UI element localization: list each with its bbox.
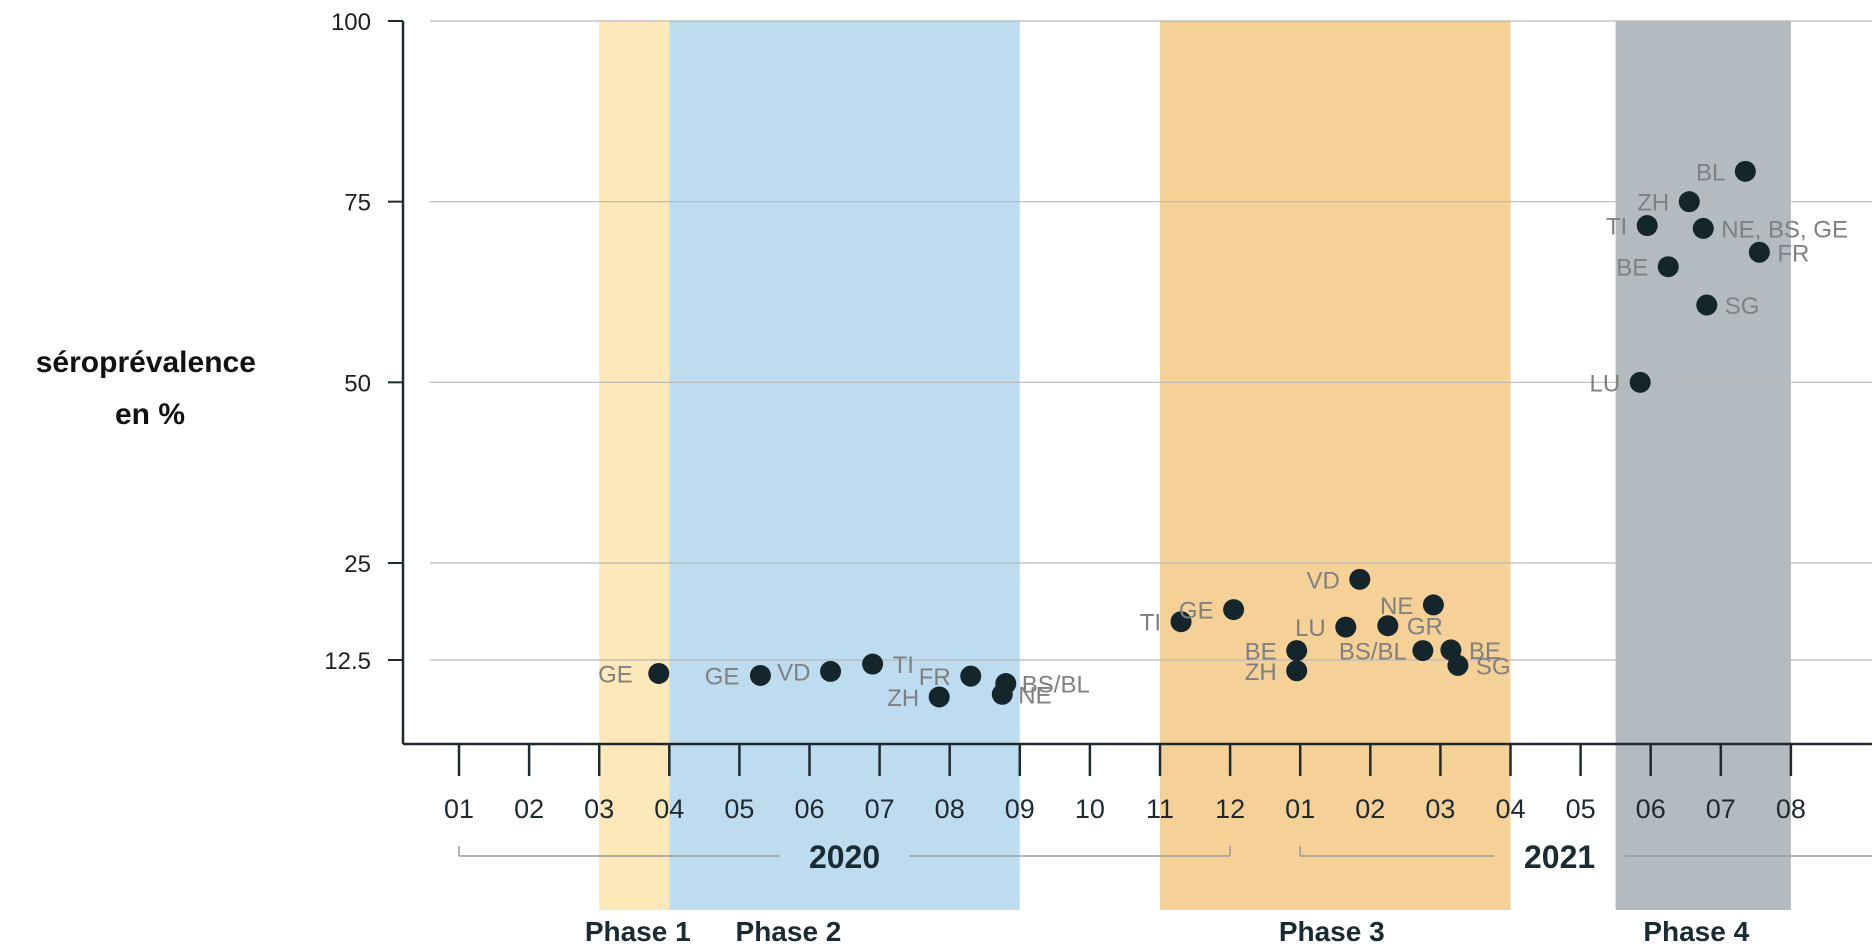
data-point xyxy=(1335,616,1357,638)
data-point xyxy=(1377,615,1399,637)
point-label: BS/BL xyxy=(1022,672,1090,699)
point-label: BS/BL xyxy=(1339,639,1407,666)
y-tick-label: 100 xyxy=(331,9,371,36)
x-tick-label: 05 xyxy=(724,794,754,824)
point-label: GE xyxy=(598,661,633,688)
x-tick-label: 06 xyxy=(794,794,824,824)
point-label: TI xyxy=(1140,610,1161,637)
y-gridlines xyxy=(388,20,1872,661)
point-label: TI xyxy=(893,652,914,679)
phase-band-1 xyxy=(599,21,670,910)
data-point xyxy=(1748,241,1770,263)
x-tick-labels: 01 02 03 04 05 06 07 08 09 10 11 12 01 02 03 04 05 06 07 08 xyxy=(444,744,1806,824)
x-tick-label: 02 xyxy=(514,794,544,824)
x-tick-label: 04 xyxy=(1495,794,1525,824)
data-point xyxy=(648,662,670,684)
data-point xyxy=(991,683,1013,705)
point-label: GE xyxy=(1179,598,1214,625)
x-tick-label: 07 xyxy=(1706,794,1736,824)
data-point xyxy=(1678,191,1700,213)
phase-label-1: Phase 1 xyxy=(585,916,691,947)
phase-bands xyxy=(599,21,1791,910)
data-point xyxy=(1170,611,1192,633)
y-axis-label-line2: en % xyxy=(115,398,185,431)
data-point xyxy=(1447,654,1469,676)
x-tick-label: 06 xyxy=(1636,794,1666,824)
y-axis-label-line1: séroprévalence xyxy=(36,346,256,379)
point-label: VD xyxy=(777,659,810,686)
x-tick-label: 09 xyxy=(1005,794,1035,824)
point-label: BE xyxy=(1616,255,1648,282)
phase-band-2 xyxy=(669,21,1020,910)
point-label: BE xyxy=(1245,639,1277,666)
data-point xyxy=(1657,256,1679,278)
phase-label-2: Phase 2 xyxy=(736,916,842,947)
data-point xyxy=(820,660,842,682)
data-point xyxy=(1286,660,1308,682)
x-tick-label: 08 xyxy=(1776,794,1806,824)
point-label: GE xyxy=(705,663,740,690)
x-tick-label: 04 xyxy=(654,794,684,824)
x-tick-label: 03 xyxy=(584,794,614,824)
point-label: ZH xyxy=(1637,190,1669,217)
data-point xyxy=(862,653,884,675)
point-label: TI xyxy=(1606,214,1627,241)
x-tick-label: 01 xyxy=(444,794,474,824)
x-tick-label: 10 xyxy=(1075,794,1105,824)
data-point xyxy=(928,686,950,708)
data-point xyxy=(960,665,982,687)
axes xyxy=(401,21,1872,746)
y-tick-label: 25 xyxy=(344,551,371,578)
y-tick-labels: 12.5 25 50 75 100 xyxy=(324,9,371,675)
data-point xyxy=(1412,640,1434,662)
data-point xyxy=(1636,215,1658,237)
point-label: VD xyxy=(1306,567,1339,594)
x-tick-label: 01 xyxy=(1285,794,1315,824)
point-label: SG xyxy=(1725,293,1760,320)
point-label: ZH xyxy=(1245,659,1277,686)
y-tick-label: 50 xyxy=(344,370,371,397)
x-tick-label: 11 xyxy=(1146,794,1174,824)
phase-labels: Phase 1 Phase 2 Phase 3 Phase 4 xyxy=(585,916,1750,947)
point-label: LU xyxy=(1295,615,1326,642)
y-axis-label: séroprévalence en % xyxy=(36,346,264,431)
data-point xyxy=(1422,594,1444,616)
point-label: SG xyxy=(1476,653,1511,680)
year-brackets: 2020 2021 xyxy=(458,839,1872,875)
point-label: BE xyxy=(1469,638,1501,665)
point-label: FR xyxy=(1777,240,1809,267)
data-point xyxy=(749,664,771,686)
data-point xyxy=(1286,640,1308,662)
x-tick-label: 08 xyxy=(935,794,965,824)
x-tick-label: 05 xyxy=(1566,794,1596,824)
x-tick-label: 03 xyxy=(1425,794,1455,824)
x-tick-label: 07 xyxy=(865,794,895,824)
x-tick-label: 12 xyxy=(1215,794,1245,824)
phase-label-3: Phase 3 xyxy=(1279,916,1385,947)
data-point xyxy=(1629,371,1651,393)
point-label: NE xyxy=(1018,682,1051,709)
phase-label-4: Phase 4 xyxy=(1643,916,1749,947)
point-label: NE xyxy=(1380,593,1413,620)
year-label-2021: 2021 xyxy=(1524,839,1595,875)
y-tick-label: 75 xyxy=(344,190,371,217)
point-label: FR xyxy=(919,664,951,691)
data-point xyxy=(1223,599,1245,621)
data-point xyxy=(1349,568,1371,590)
x-tick-label: 02 xyxy=(1355,794,1385,824)
phase-band-4 xyxy=(1615,21,1791,910)
point-label: ZH xyxy=(887,685,919,712)
y-tick-label: 12.5 xyxy=(324,648,371,675)
phase-band-3 xyxy=(1160,21,1511,910)
data-point xyxy=(1696,294,1718,316)
point-label: GR xyxy=(1407,614,1443,641)
data-point xyxy=(1734,160,1756,182)
year-label-2020: 2020 xyxy=(809,839,880,875)
point-label: BL xyxy=(1696,159,1725,186)
data-point xyxy=(1692,217,1714,239)
point-label: NE, BS, GE xyxy=(1721,216,1848,243)
point-label: LU xyxy=(1589,370,1620,397)
